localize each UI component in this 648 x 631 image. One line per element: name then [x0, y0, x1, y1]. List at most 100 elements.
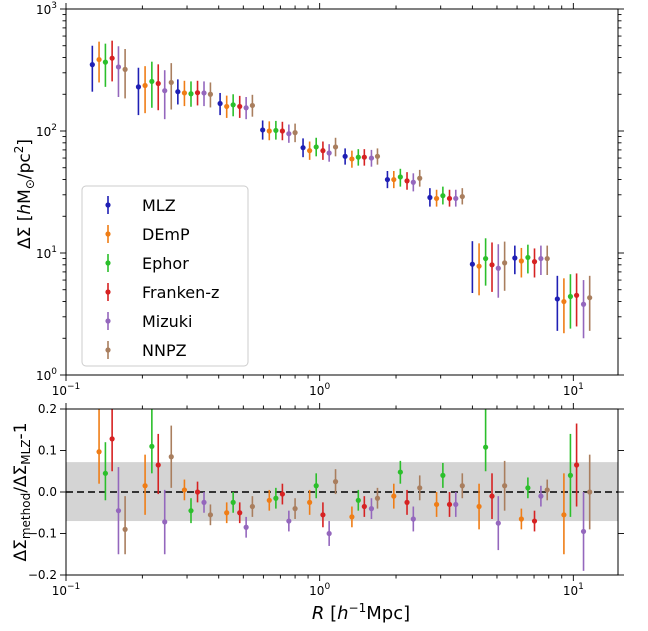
bottom-point-demp — [433, 501, 440, 508]
top-x-tick-label-exp: 0 — [324, 382, 330, 392]
top-point-ephor — [273, 127, 279, 134]
top-series-mizuki — [115, 46, 587, 339]
bottom-point-demp — [96, 449, 102, 455]
bottom-point-franken-z — [404, 499, 410, 505]
bottom-panel: 10−1 100 101−0.2−0.10.00.10.2 ΔΣmethod/ΔΣM… — [11, 402, 624, 624]
bottom-point-nnpz — [459, 483, 465, 489]
legend-marker-point-nnpz — [105, 347, 111, 353]
xlabel-h: h — [337, 603, 348, 624]
bottom-axes: 10−1 100 101−0.2−0.10.00.10.2 — [28, 402, 624, 598]
bottom-series-franken-z — [109, 409, 580, 532]
bottom-point-mizuki — [453, 501, 459, 508]
bottom-x-tick-label-exp: −1 — [67, 582, 80, 592]
bottom-point-nnpz — [332, 479, 339, 485]
top-point-demp — [433, 195, 440, 202]
top-series-nnpz — [122, 49, 593, 331]
legend: MLZ DEmP Ephor Franken-z Mizuki NNPZ — [81, 185, 249, 367]
bottom-point-demp — [307, 499, 313, 505]
bottom-point-demp — [518, 516, 524, 522]
bottom-point-nnpz — [249, 503, 255, 510]
top-point-mizuki — [243, 105, 249, 111]
top-point-mizuki — [368, 155, 375, 161]
legend-label-franken-z: Franken-z — [142, 283, 219, 302]
top-ylabel-unit: /pc — [15, 153, 35, 179]
top-point-demp — [307, 148, 313, 154]
legend-label-demp: DEmP — [142, 225, 190, 244]
top-point-ephor — [313, 144, 319, 150]
top-point-mlz — [512, 255, 518, 261]
top-point-nnpz — [374, 153, 381, 159]
top-point-mlz — [89, 62, 95, 68]
top-y-tick-label-exp: 1 — [51, 245, 57, 255]
bottom-x-tick-label-base: 10 — [309, 584, 324, 598]
top-point-mizuki — [326, 150, 332, 156]
bottom-point-nnpz — [502, 483, 508, 489]
bottom-y-tick-label: 0.2 — [38, 402, 57, 416]
bottom-point-nnpz — [544, 487, 550, 493]
top-series-ephor — [102, 43, 574, 329]
top-ylabel-m: M — [15, 189, 35, 204]
top-y-tick-label-exp: 0 — [51, 367, 57, 377]
xlabel-unit: Mpc] — [366, 603, 410, 624]
legend-items: MLZ DEmP Ephor Franken-z Mizuki NNPZ — [105, 196, 219, 360]
bottom-point-franken-z — [155, 462, 161, 468]
bottom-series-nnpz — [122, 425, 593, 555]
bottom-point-mizuki — [538, 493, 544, 499]
top-point-mizuki — [495, 265, 501, 271]
bottom-point-ephor — [440, 472, 446, 478]
bottom-x-tick-label: 101 — [563, 582, 584, 598]
legend-marker-point-mizuki — [105, 318, 111, 324]
bottom-point-franken-z — [573, 462, 580, 468]
bottom-point-franken-z — [109, 436, 115, 442]
bottom-point-demp — [266, 497, 272, 503]
top-point-franken-z — [404, 178, 410, 184]
top-point-franken-z — [279, 128, 285, 134]
bottom-point-mizuki — [410, 516, 416, 522]
top-point-ephor — [355, 154, 361, 160]
top-point-ephor — [397, 174, 403, 180]
top-series-franken-z — [109, 40, 580, 327]
bottom-point-mizuki — [115, 508, 122, 514]
bottom-point-mizuki — [201, 499, 207, 505]
top-point-nnpz — [207, 91, 214, 97]
xlabel-open: [ — [324, 603, 337, 624]
bottom-point-franken-z — [320, 512, 326, 518]
bottom-point-demp — [476, 503, 482, 510]
bottom-point-ephor — [525, 485, 531, 491]
bottom-point-ephor — [273, 495, 279, 501]
top-point-demp — [224, 103, 230, 110]
top-y-tick-label-base: 10 — [36, 247, 51, 261]
bottom-point-ephor — [355, 497, 361, 503]
legend-label-ephor: Ephor — [142, 254, 189, 273]
bottom-point-mizuki — [326, 530, 332, 537]
top-point-ephor — [567, 293, 574, 300]
top-point-mlz — [260, 127, 266, 133]
top-y-axis-label: ΔΣ [hM⊙/pc2] — [12, 139, 37, 249]
top-point-mizuki — [453, 195, 459, 202]
bottom-point-ephor — [483, 444, 489, 450]
bottom-ylabel-d1: ΔΣ — [11, 539, 31, 561]
top-y-tick-label: 103 — [36, 1, 57, 17]
legend-label-mizuki: Mizuki — [142, 312, 193, 331]
bottom-point-mizuki — [368, 506, 375, 512]
bottom-x-tick-label-exp: 0 — [324, 582, 330, 592]
top-point-nnpz — [544, 255, 550, 262]
bottom-point-nnpz — [417, 485, 423, 491]
bottom-point-franken-z — [446, 501, 453, 508]
bottom-point-nnpz — [207, 512, 214, 518]
top-point-demp — [518, 258, 524, 264]
top-series-demp — [96, 41, 567, 334]
bottom-point-demp — [181, 487, 188, 493]
bottom-point-franken-z — [237, 510, 243, 516]
bottom-y-tick-label: −0.2 — [28, 568, 57, 582]
top-point-ephor — [102, 59, 109, 65]
top-point-mizuki — [115, 64, 122, 70]
top-point-nnpz — [502, 260, 508, 266]
bottom-point-franken-z — [531, 518, 538, 524]
legend-marker-point-franken-z — [105, 289, 111, 295]
top-y-tick-label-exp: 2 — [51, 123, 57, 133]
top-point-mlz — [300, 145, 306, 151]
top-y-tick-label-base: 10 — [36, 369, 51, 383]
bottom-point-franken-z — [361, 503, 367, 510]
